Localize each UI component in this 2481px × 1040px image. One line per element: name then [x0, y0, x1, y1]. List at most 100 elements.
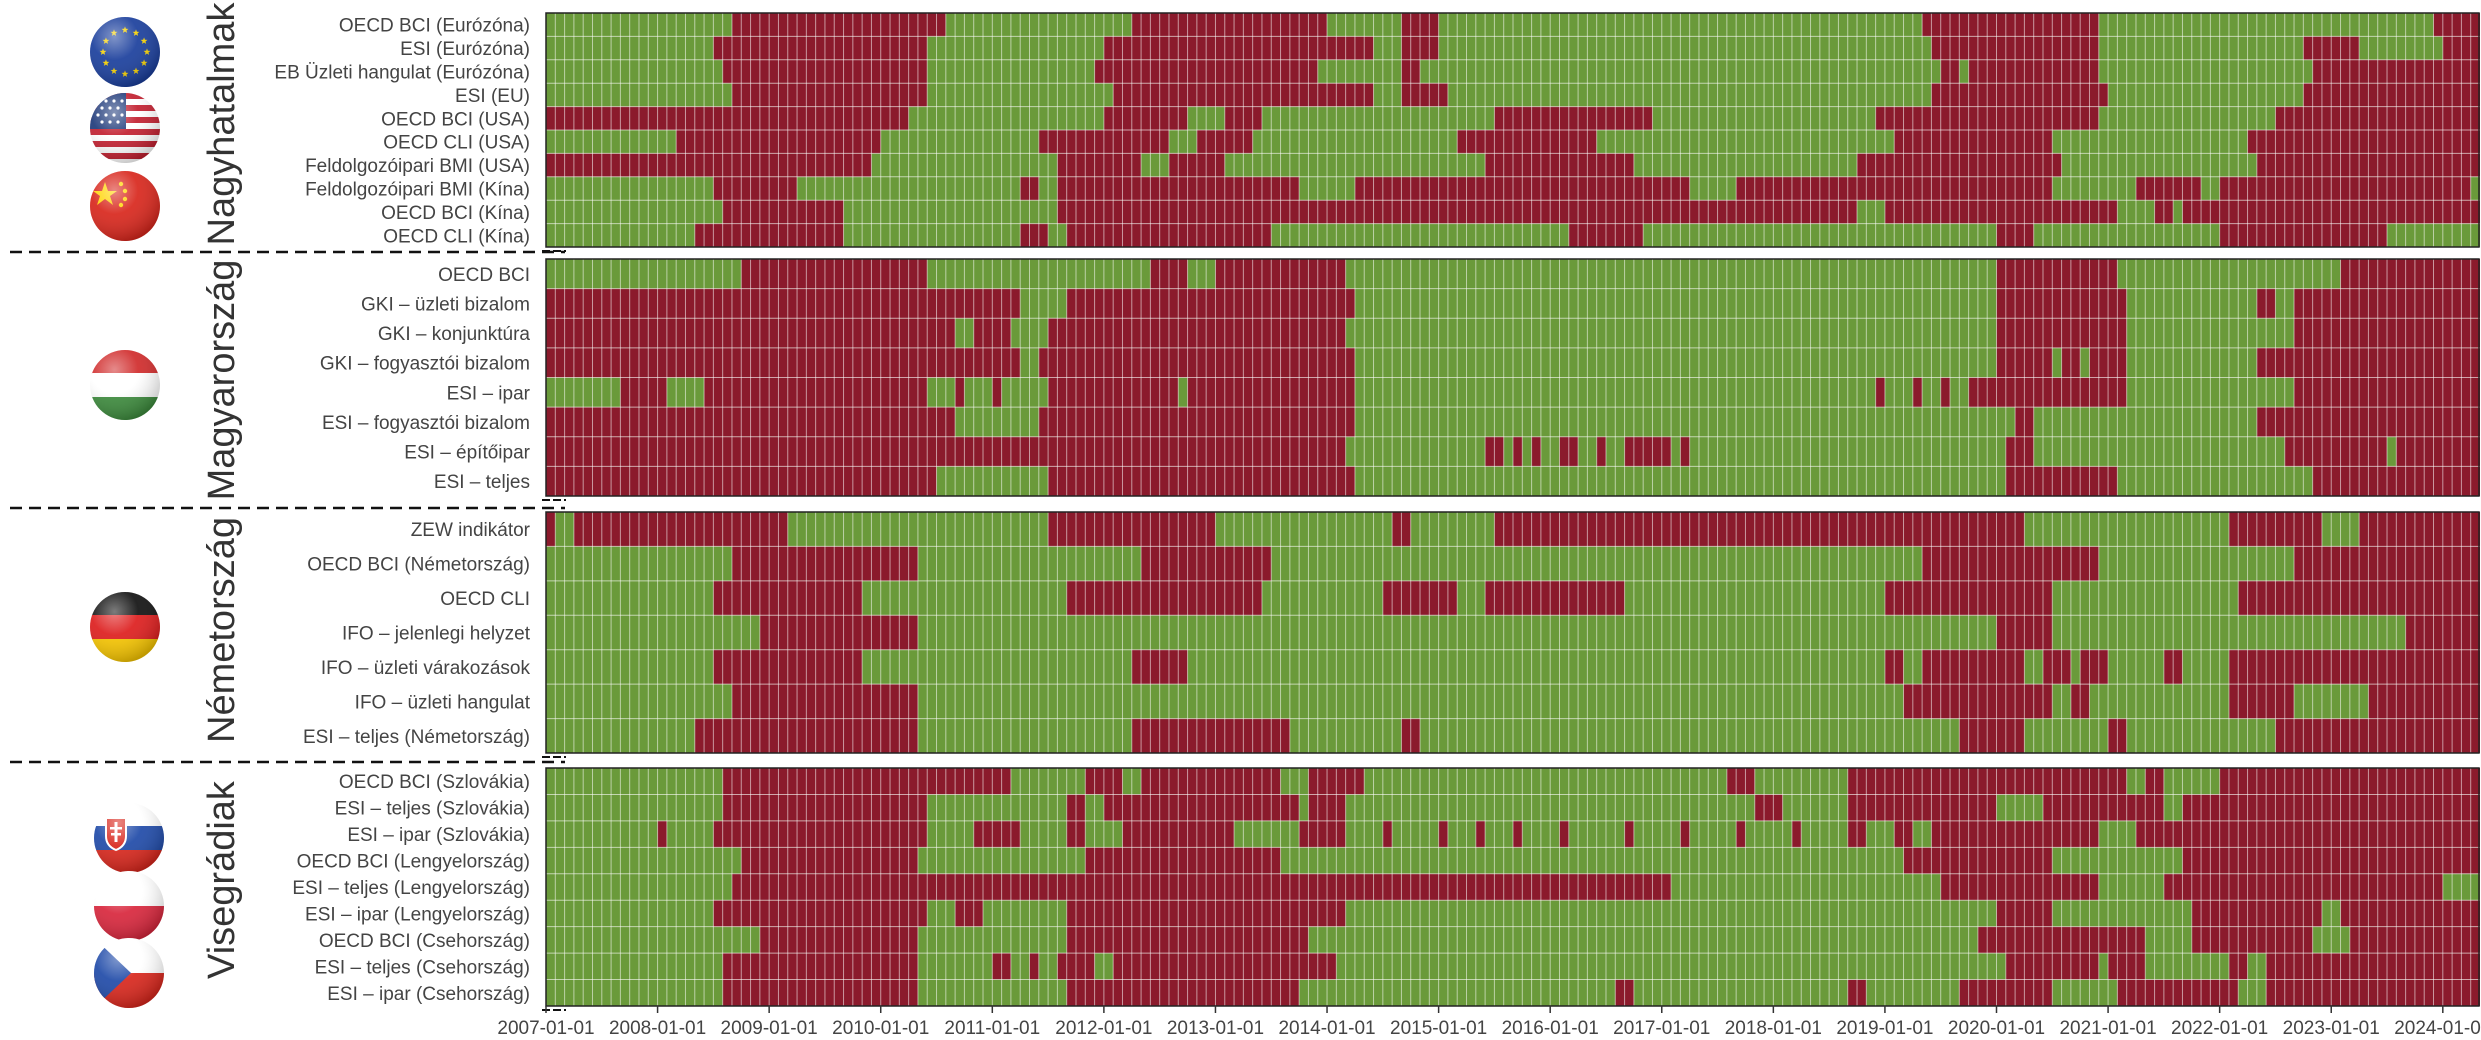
negative-run [1020, 223, 1049, 247]
negative-run [2303, 83, 2480, 107]
negative-run [2117, 979, 2239, 1006]
indicator-label: ESI (EU) [455, 86, 530, 107]
slovakia-flag-icon [94, 803, 164, 873]
indicator-label: OECD BCI (Kína) [381, 203, 530, 224]
negative-run [1596, 436, 1606, 467]
indicator-label: IFO – üzleti várakozások [321, 658, 531, 679]
x-tick-label: 2013-01-01 [1167, 1018, 1264, 1039]
indicator-label: OECD CLI [440, 589, 530, 610]
negative-run [1996, 259, 2118, 289]
negative-run [722, 979, 918, 1006]
negative-run [546, 347, 1021, 378]
indicator-label: ESI – teljes (Németország) [303, 727, 530, 748]
negative-run [1103, 106, 1188, 130]
indicator-label: ESI – teljes (Lengyelország) [292, 878, 530, 899]
group-label-magyarorszag: Magyarország [201, 260, 243, 501]
group-label-nemetorszag: Németország [201, 517, 243, 743]
negative-run [1624, 436, 1672, 467]
indicator-label: OECD BCI (Lengyelország) [297, 852, 530, 873]
negative-run [1754, 794, 1783, 821]
negative-run [1141, 768, 1281, 795]
negative-run [1680, 820, 1690, 848]
negative-run [1959, 718, 2025, 753]
indicator-label: IFO – üzleti hangulat [355, 692, 531, 713]
negative-run [722, 200, 844, 224]
negative-run [2135, 820, 2480, 848]
negative-run [1066, 979, 1300, 1006]
negative-run [1457, 130, 1597, 154]
negative-run [546, 153, 872, 177]
negative-run [1494, 106, 1653, 130]
negative-run [713, 900, 928, 927]
panel-border [545, 767, 2480, 1007]
row-gridlines [546, 288, 2480, 467]
heatmap-row [731, 13, 2480, 37]
negative-run [1401, 83, 1448, 107]
indicator-label: OECD CLI (USA) [383, 133, 530, 154]
indicator-label: ESI – ipar (Szlovákia) [347, 825, 530, 846]
indicator-label: OECD BCI (Szlovákia) [339, 772, 530, 793]
x-tick-label: 2016-01-01 [1502, 1018, 1599, 1039]
negative-run [1382, 820, 1393, 848]
x-tick-label: 2022-01-01 [2171, 1018, 2268, 1039]
negative-run [2191, 926, 2313, 954]
negative-run [546, 106, 909, 130]
negative-run [546, 512, 556, 547]
negative-run [2340, 259, 2480, 289]
negative-run [1131, 13, 1328, 37]
negative-run [657, 820, 667, 848]
x-tick-label: 2010-01-01 [832, 1018, 929, 1039]
indicator-label: ZEW indikátor [411, 520, 531, 541]
eu-flag-icon [90, 17, 160, 87]
indicator-label: ESI – ipar (Csehország) [327, 984, 530, 1005]
negative-run [1475, 820, 1486, 848]
negative-run [713, 176, 798, 201]
month-gridlines [554, 512, 2472, 753]
negative-run [1513, 820, 1523, 848]
indicator-label: OECD BCI [438, 265, 530, 286]
negative-run [2266, 953, 2480, 980]
panel-border [545, 511, 2480, 754]
indicator-label: ESI – teljes (Csehország) [315, 957, 530, 978]
negative-run [1884, 512, 2025, 547]
negative-run [1736, 820, 1746, 848]
x-tick-label: 2012-01-01 [1055, 1018, 1152, 1039]
x-tick-label: 2024-01-01 [2394, 1018, 2481, 1039]
x-tick-label: 2020-01-01 [1948, 1018, 2045, 1039]
x-axis: 2007-01-01 2008-01-01 2009-01-01 2010-01-01… [497, 1006, 2481, 1039]
hungary-flag-icon [90, 350, 160, 420]
negative-run [1884, 200, 2118, 224]
negative-run [1894, 130, 2053, 154]
negative-run [2219, 176, 2471, 201]
x-tick-label: 2009-01-01 [721, 1018, 818, 1039]
negative-run [2266, 979, 2480, 1006]
x-tick-label: 2018-01-01 [1725, 1018, 1822, 1039]
heatmap-panels: OECD BCI (Eurózóna)ESI (Eurózóna) EB Üzle… [274, 12, 2481, 1011]
negative-run [1048, 466, 1355, 497]
negative-run [1029, 953, 1039, 980]
negative-run [573, 512, 788, 547]
negative-run [1438, 820, 1448, 848]
indicator-label: EB Üzleti hangulat (Eurózóna) [274, 63, 530, 84]
negative-run [1057, 153, 1142, 177]
x-tick-label: 2011-01-01 [944, 1018, 1040, 1039]
negative-run [731, 83, 928, 107]
panel-1: OECD BCI GKI – üzleti bizalom GKI – konjun… [320, 258, 2480, 501]
negative-run [1131, 718, 1290, 753]
negative-run [2396, 436, 2480, 467]
negative-run [955, 377, 965, 408]
negative-run [1559, 820, 1569, 848]
negative-run [2042, 649, 2071, 685]
negative-run [2340, 900, 2480, 927]
negative-run [1922, 13, 2099, 37]
indicator-label: ESI – teljes [434, 472, 530, 493]
germany-flag-icon [90, 592, 160, 662]
negative-run [955, 900, 984, 927]
row-gridlines [546, 545, 2480, 720]
china-flag-icon [90, 171, 160, 241]
negative-run [759, 926, 918, 954]
x-tick-label: 2023-01-01 [2283, 1018, 2380, 1039]
negative-run [1485, 580, 1625, 616]
panel-3: OECD BCI (Szlovákia) ESI – teljes (Szlová… [292, 767, 2480, 1011]
